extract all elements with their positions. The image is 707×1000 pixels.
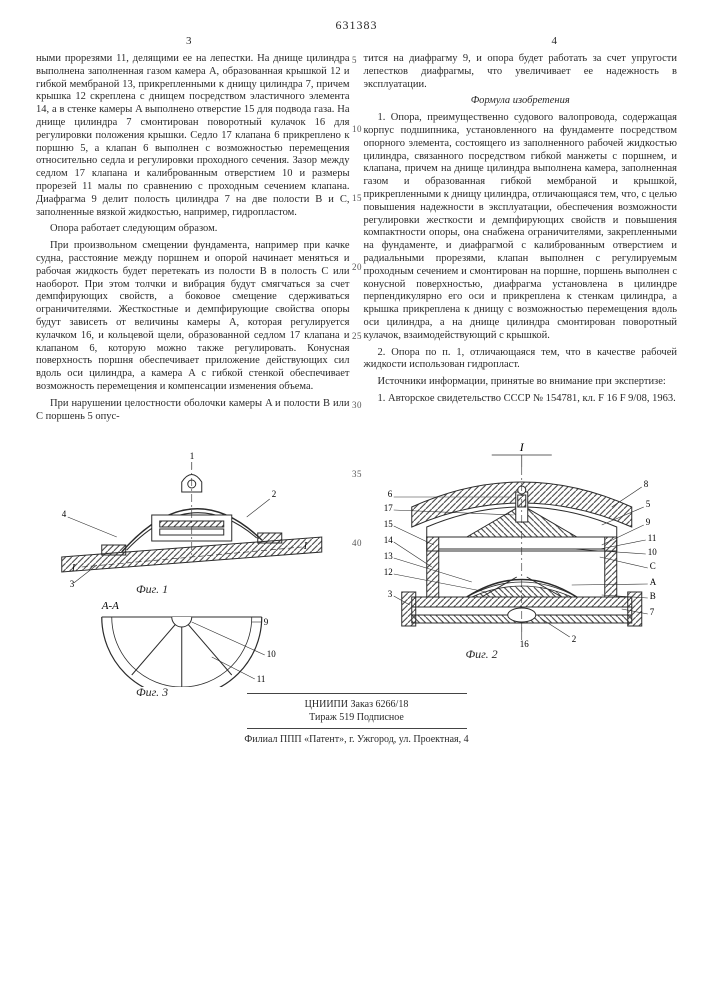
sources-heading: Источники информации, принятые во вниман…	[364, 376, 678, 389]
svg-text:16: 16	[519, 639, 529, 649]
footer-rule	[247, 693, 467, 694]
svg-text:8: 8	[643, 479, 648, 489]
svg-text:3: 3	[387, 589, 392, 599]
svg-text:9: 9	[645, 517, 650, 527]
footer-rule	[247, 728, 467, 729]
svg-text:11: 11	[257, 674, 266, 684]
svg-text:10: 10	[647, 547, 657, 557]
svg-text:9: 9	[264, 617, 269, 627]
svg-text:2: 2	[571, 634, 576, 644]
line-num: 40	[352, 538, 362, 548]
paragraph: ными прорезями 11, делящими ее на лепест…	[36, 53, 350, 219]
footer-line-3: Филиал ППП «Патент», г. Ужгород, ул. Про…	[36, 733, 677, 746]
svg-text:10: 10	[267, 649, 277, 659]
footer-line-1: ЦНИИПИ Заказ 6266/18	[36, 698, 677, 711]
line-num: 25	[352, 331, 362, 341]
imprint-footer: ЦНИИПИ Заказ 6266/18 Тираж 519 Подписное…	[36, 693, 677, 746]
svg-text:11: 11	[647, 533, 656, 543]
svg-text:12: 12	[383, 567, 392, 577]
figure-2-svg: I	[366, 437, 678, 687]
svg-text:C: C	[649, 561, 655, 571]
line-num: 30	[352, 400, 362, 410]
svg-text:13: 13	[383, 551, 393, 561]
figure-3-label: Фиг. 3	[136, 685, 168, 700]
svg-text:A: A	[649, 577, 656, 587]
figure-1-drawing: I I 1 2 4 3	[62, 451, 322, 589]
svg-text:I: I	[303, 541, 308, 552]
svg-text:3: 3	[70, 579, 75, 589]
figure-left-panel: I I 1 2 4 3 А-А	[36, 437, 348, 687]
svg-text:А-А: А-А	[101, 600, 119, 612]
line-num: 5	[352, 55, 362, 65]
line-num: 20	[352, 262, 362, 272]
figure-2-drawing	[401, 467, 641, 632]
svg-text:1: 1	[190, 451, 195, 461]
paragraph: При нарушении целостности оболочки камер…	[36, 398, 350, 424]
paragraph: При произвольном смещении фундамента, на…	[36, 240, 350, 394]
figure-3-drawing: А-А 9 10 11	[101, 600, 277, 687]
source-item: 1. Авторское свидетельство СССР № 154781…	[364, 393, 678, 406]
paragraph: Опора работает следующим образом.	[36, 223, 350, 236]
footer-line-2: Тираж 519 Подписное	[36, 711, 677, 724]
paragraph: тится на диафрагму 9, и опора будет рабо…	[364, 53, 678, 91]
line-number-gutter: 5 10 15 20 25 30 35 40	[352, 55, 362, 607]
figure-right-panel: I	[366, 437, 678, 687]
svg-text:B: B	[649, 591, 655, 601]
document-number: 631383	[36, 18, 677, 33]
page-numbers: 3 4	[36, 35, 677, 47]
claim: 1. Опора, преимущественно судового валоп…	[364, 112, 678, 342]
claims-heading: Формула изобретения	[364, 95, 678, 108]
svg-text:7: 7	[649, 607, 654, 617]
svg-text:17: 17	[383, 503, 393, 513]
right-page-num: 4	[552, 35, 558, 47]
left-page-num: 3	[186, 35, 192, 47]
svg-text:I: I	[71, 563, 76, 574]
left-column: ными прорезями 11, делящими ее на лепест…	[36, 53, 350, 427]
line-num: 35	[352, 469, 362, 479]
right-column: тится на диафрагму 9, и опора будет рабо…	[364, 53, 678, 427]
svg-text:2: 2	[272, 489, 277, 499]
svg-text:5: 5	[645, 499, 650, 509]
figure-1-label: Фиг. 1	[136, 582, 168, 597]
svg-text:15: 15	[383, 519, 393, 529]
svg-text:4: 4	[62, 509, 67, 519]
claim: 2. Опора по п. 1, отличающаяся тем, что …	[364, 347, 678, 373]
line-num: 10	[352, 124, 362, 134]
svg-text:I: I	[518, 440, 524, 454]
line-num: 15	[352, 193, 362, 203]
svg-text:14: 14	[383, 535, 393, 545]
figure-2-label: Фиг. 2	[466, 647, 498, 662]
svg-text:6: 6	[387, 489, 392, 499]
figure-1-and-3-svg: I I 1 2 4 3 А-А	[36, 437, 348, 687]
